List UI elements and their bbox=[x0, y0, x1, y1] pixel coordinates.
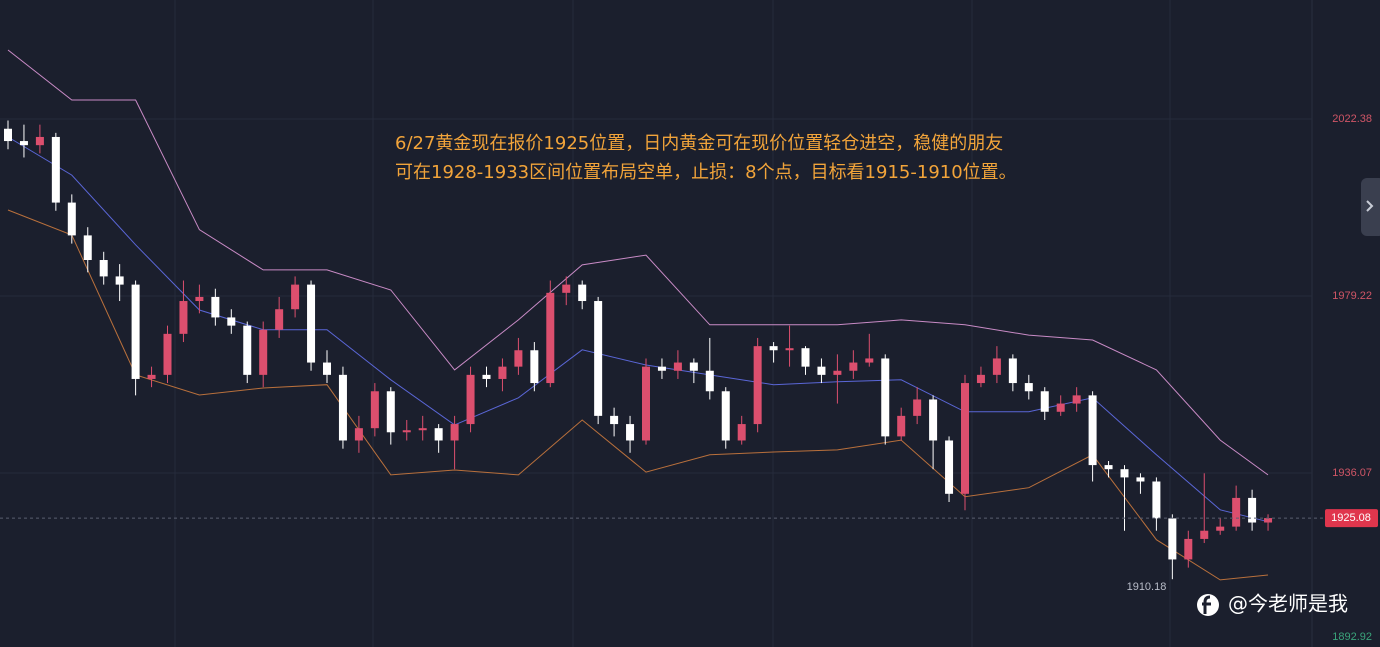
candle-body bbox=[35, 136, 44, 146]
side-tab[interactable] bbox=[1361, 178, 1380, 236]
candle-body bbox=[259, 329, 268, 375]
candle-body bbox=[1088, 395, 1097, 466]
candle-body bbox=[881, 358, 890, 437]
candle-body bbox=[227, 317, 236, 326]
candle-body bbox=[1184, 538, 1193, 560]
low-label: 1910.18 bbox=[1127, 581, 1167, 593]
watermark-icon-glyph bbox=[1202, 595, 1211, 614]
last-price-tag bbox=[1325, 509, 1378, 528]
candle-body bbox=[482, 374, 491, 379]
candle-body bbox=[4, 128, 12, 142]
candle-body bbox=[466, 374, 475, 425]
candle-body bbox=[578, 284, 587, 302]
candle-body bbox=[1120, 469, 1129, 478]
y-tick-label: 2022.38 bbox=[1332, 113, 1372, 125]
candle-body bbox=[610, 415, 619, 425]
candle-body bbox=[992, 358, 1001, 375]
candle-body bbox=[785, 348, 794, 351]
candle-body bbox=[83, 235, 92, 261]
candle-body bbox=[961, 383, 969, 494]
candle-body bbox=[546, 292, 555, 384]
annotation-line: 6/27黄金现在报价1925位置，日内黄金可在现价位置轻仓进空，稳健的朋友 bbox=[395, 133, 1003, 154]
candle-body bbox=[1152, 481, 1161, 519]
candle-body bbox=[370, 391, 379, 429]
candle-body bbox=[275, 309, 284, 330]
watermark-text: @今老师是我 bbox=[1228, 592, 1348, 616]
candle-body bbox=[418, 428, 427, 431]
candle-body bbox=[689, 362, 698, 371]
candle-body bbox=[1008, 358, 1017, 384]
candle-body bbox=[323, 362, 331, 375]
candle-body bbox=[801, 348, 810, 367]
candle-body bbox=[1232, 497, 1241, 527]
candle-body bbox=[115, 276, 124, 285]
candle-body bbox=[642, 366, 650, 441]
candle-body bbox=[354, 428, 363, 441]
candle-body bbox=[243, 325, 252, 375]
candle-body bbox=[913, 399, 922, 416]
candle-body bbox=[338, 374, 347, 441]
candle-body bbox=[211, 296, 220, 318]
candle-body bbox=[976, 374, 985, 384]
candle-body bbox=[673, 362, 682, 371]
candle-body bbox=[1072, 395, 1081, 404]
candle-body bbox=[737, 424, 746, 441]
candle-body bbox=[530, 350, 539, 384]
candle-body bbox=[769, 346, 778, 351]
candle-body bbox=[514, 350, 523, 367]
y-tick-label: 1979.22 bbox=[1332, 290, 1372, 302]
last-price-label: 1925.08 bbox=[1331, 512, 1371, 524]
candle-body bbox=[51, 136, 60, 203]
candle-body bbox=[19, 141, 28, 146]
candle-body bbox=[1056, 403, 1065, 412]
candle-body bbox=[1216, 526, 1225, 531]
candle-body bbox=[1136, 477, 1145, 482]
side-tab-arrow bbox=[1366, 200, 1374, 212]
candle-body bbox=[386, 391, 395, 433]
candle-body bbox=[131, 284, 140, 379]
candle-body bbox=[179, 301, 188, 334]
candle-body bbox=[307, 284, 316, 363]
candle-body bbox=[450, 424, 459, 441]
plot-area: 1892.92 1936.07 1979.22 2022.38 1910.18 bbox=[0, 49, 1372, 643]
candle-body bbox=[1264, 518, 1273, 523]
candle-body bbox=[929, 399, 938, 441]
candle-body bbox=[67, 202, 76, 236]
candle-body bbox=[434, 428, 443, 441]
candle-body bbox=[147, 374, 156, 379]
candle-body bbox=[99, 260, 108, 277]
candle-body bbox=[1024, 383, 1033, 392]
candle-body bbox=[657, 366, 666, 371]
y-tick-label: 1936.07 bbox=[1332, 467, 1372, 479]
y-tick-label: 1892.92 bbox=[1332, 631, 1372, 643]
candle-body bbox=[594, 301, 603, 416]
candle-body bbox=[865, 358, 874, 363]
candle-body bbox=[1104, 465, 1113, 470]
candle-body bbox=[1040, 391, 1049, 412]
candle-body bbox=[562, 284, 571, 293]
candle-body bbox=[195, 296, 204, 302]
candle-body bbox=[1168, 518, 1177, 560]
candle-body bbox=[705, 370, 714, 392]
band-line bbox=[7, 49, 1269, 476]
candle-body bbox=[945, 440, 954, 494]
candle-body bbox=[498, 366, 507, 379]
candle-body bbox=[897, 415, 906, 437]
watermark: @今老师是我 bbox=[1197, 592, 1348, 616]
candle-body bbox=[721, 391, 730, 441]
candle-body bbox=[163, 333, 172, 375]
candle-body bbox=[833, 370, 842, 375]
candle-body bbox=[849, 362, 858, 371]
candle-body bbox=[753, 346, 762, 425]
annotation-line: 可在1928-1933区间位置布局空单，止损：8个点，目标看1915-1910位… bbox=[395, 162, 1017, 183]
candle-body bbox=[817, 366, 826, 375]
band-line bbox=[7, 209, 1269, 581]
candle-body bbox=[402, 430, 411, 433]
candle-body bbox=[291, 284, 300, 310]
candle-body bbox=[1248, 497, 1257, 523]
candle-body bbox=[1200, 530, 1209, 539]
candle-body bbox=[626, 424, 635, 441]
